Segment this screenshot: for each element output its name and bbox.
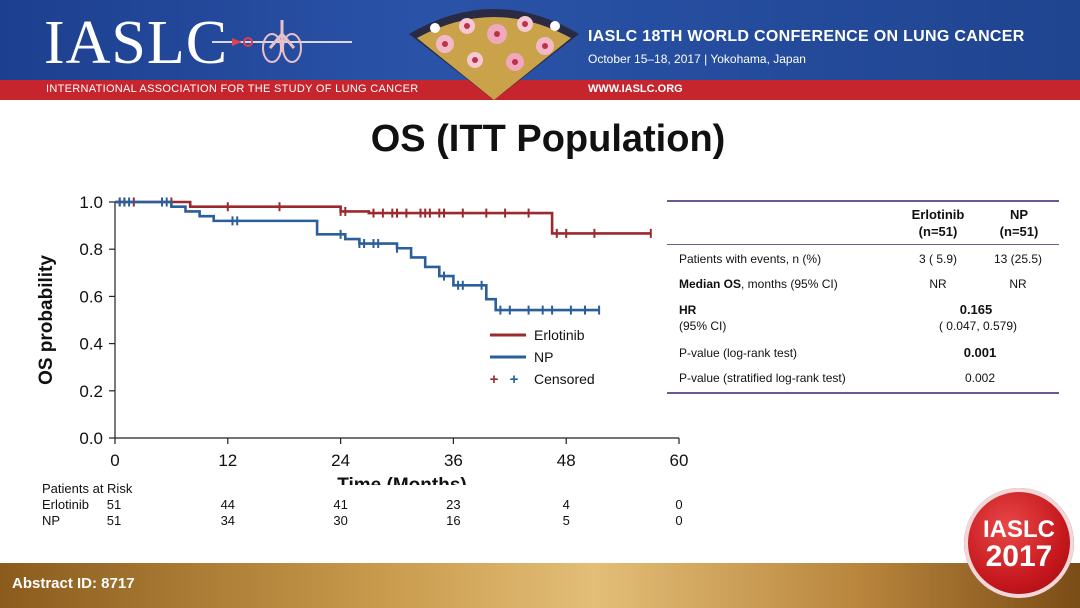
association-name: INTERNATIONAL ASSOCIATION FOR THE STUDY … [46,83,419,95]
series-line-np [115,200,600,312]
y-tick-label: 1.0 [79,193,103,212]
risk-row-label-np: NP [42,513,61,528]
risk-value: 23 [446,497,461,512]
stats-header-rule [667,244,1059,245]
x-tick-label: 60 [670,451,689,470]
stats-row-median-os-label: Median OS, months (95% CI) [679,277,838,291]
stats-row-events-erlotinib: 3 ( 5.9) [918,252,957,266]
risk-value: 41 [333,497,348,512]
stats-col-erlotinib-n: (n=51) [918,224,958,239]
conference-url[interactable]: WWW.IASLC.ORG [588,83,683,95]
y-tick-label: 0.0 [79,429,103,448]
legend-censor-np-mark: + [510,371,519,388]
y-tick-label: 0.6 [79,287,103,306]
lung-emblem-icon [212,20,352,63]
stats-row-median-os-erlotinib: NR [929,277,947,291]
x-tick-label: 48 [557,451,576,470]
stats-row-stratified-pvalue-label: P-value (stratified log-rank test) [679,371,846,385]
risk-value: 5 [562,513,570,528]
km-survival-chart: 0.0 0.2 0.4 0.6 0.8 1.0 0 12 24 36 48 60 Time (Month… [36,193,689,485]
stats-row-pvalue: 0.001 [963,345,997,360]
stats-row-stratified-pvalue: 0.002 [964,371,996,385]
y-tick-label: 0.4 [79,335,103,354]
cherry-blossom-fan-icon [409,9,579,100]
x-axis-label: Time (Months) [337,475,466,485]
iaslc-logo: IASLC [44,9,229,77]
legend-erlotinib-label: Erlotinib [534,327,585,343]
stats-row-events-label: Patients with events, n (%) [679,252,822,266]
x-tick-label: 36 [444,451,463,470]
risk-value: 34 [220,513,236,528]
stats-col-np-header: NP (n=51) [983,206,1055,240]
footer-bar [0,563,1080,608]
y-tick-label: 0.8 [79,240,103,259]
conference-title: IASLC 18TH WORLD CONFERENCE ON LUNG CANC… [588,28,1025,45]
stats-table [667,200,1059,394]
legend-np-label: NP [534,349,553,365]
iaslc-2017-badge-icon [964,488,1074,598]
abstract-id: Abstract ID: 8717 [12,575,135,592]
x-tick-label: 24 [331,451,350,470]
risk-row-label-erlotinib: Erlotinib [42,497,89,512]
badge-line2: 2017 [985,540,1053,573]
x-tick-label: 0 [110,451,119,470]
stats-col-erlotinib-name: Erlotinib [911,207,965,222]
risk-value: 51 [106,497,122,512]
stats-row-hr-value: 0.165 [959,302,993,317]
series-line-erlotinib [115,200,651,235]
header-red-strip [0,80,1080,100]
risk-value: 0 [675,513,683,528]
stats-row-median-os-np: NR [1009,277,1027,291]
risk-value: 0 [675,497,683,512]
stats-col-np-n: (n=51) [999,224,1039,239]
conference-date: October 15–18, 2017 | Yokohama, Japan [588,52,806,66]
risk-value: 51 [106,513,122,528]
x-tick-label: 12 [218,451,237,470]
risk-value: 30 [333,513,348,528]
risk-value: 44 [220,497,236,512]
y-tick-label: 0.2 [79,382,103,401]
stats-row-hr-label: HR [679,303,697,317]
slide-title: OS (ITT Population) [370,118,726,160]
y-axis-label: OS probability [36,255,57,385]
stats-row-hr-ci-value: ( 0.047, 0.579) [938,319,1018,333]
stats-row-events-np: 13 (25.5) [993,252,1043,266]
stats-col-erlotinib-header: Erlotinib (n=51) [898,206,978,240]
stats-row-hr-ci-label: (95% CI) [679,319,727,333]
legend-censored-label: Censored [534,371,595,387]
legend-censor-erlotinib-mark: + [490,371,499,388]
risk-table-title: Patients at Risk [42,481,133,496]
badge-line1: IASLC [983,516,1055,543]
risk-value: 16 [446,513,461,528]
risk-value: 4 [562,497,570,512]
stats-col-np-name: NP [1009,207,1029,222]
stats-row-pvalue-label: P-value (log-rank test) [679,346,798,360]
